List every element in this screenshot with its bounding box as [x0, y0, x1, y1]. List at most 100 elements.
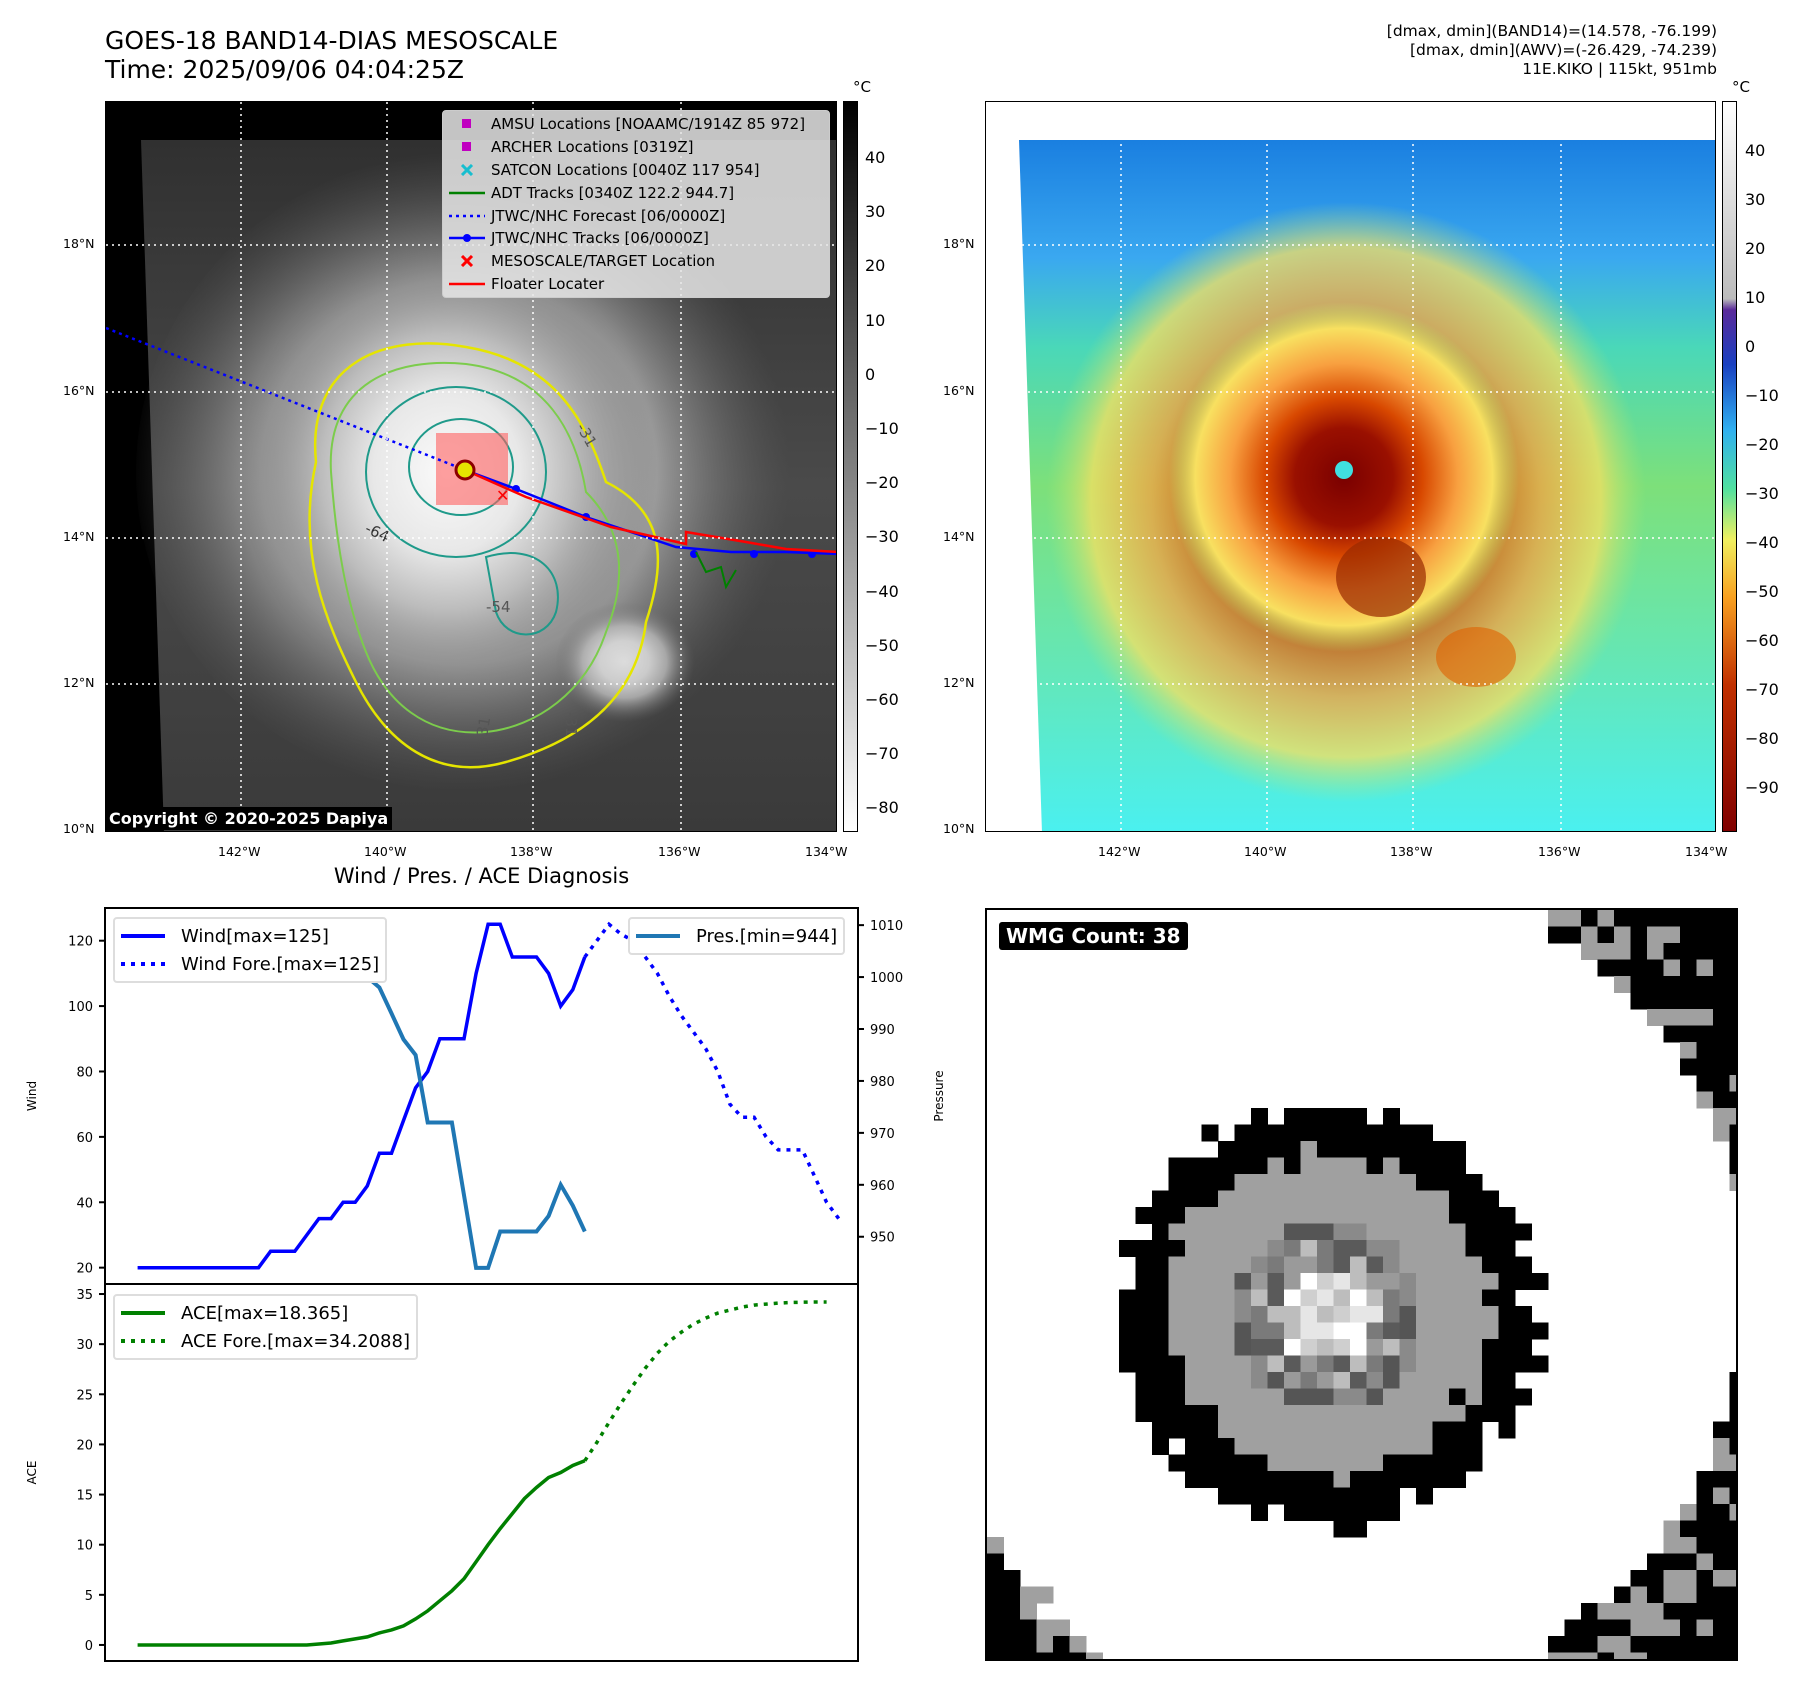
wmg-cell	[1449, 1223, 1466, 1241]
y-tick-label: 20	[76, 1262, 93, 1277]
wmg-cell	[1399, 1372, 1417, 1389]
wmg-cell	[1218, 1487, 1235, 1505]
wmg-cell	[1218, 1207, 1235, 1224]
wmg-cell	[1234, 1471, 1252, 1488]
wmg-cell	[1729, 1636, 1736, 1653]
pressure-legend-label: Pres.[min=944]	[696, 925, 838, 947]
lat-label: 14°N	[943, 529, 975, 544]
wmg-cell	[1234, 1141, 1252, 1158]
wmg-cell	[1482, 1339, 1499, 1356]
colorbar-tick: −40	[1745, 533, 1779, 552]
y-right-tick-label: 950	[870, 1231, 895, 1246]
wmg-cell	[1515, 1223, 1532, 1241]
legend-label: JTWC/NHC Forecast [06/0000Z]	[491, 206, 726, 225]
wmg-cell	[1251, 1454, 1268, 1472]
wmg-cell	[1251, 1289, 1268, 1307]
wmg-cell	[1267, 1256, 1285, 1274]
wmg-cell	[1729, 1388, 1736, 1406]
wmg-cell	[1003, 1619, 1021, 1637]
wmg-cell	[1185, 1322, 1202, 1340]
lon-label: 140°W	[1244, 844, 1287, 859]
wmg-cell	[1234, 1306, 1252, 1323]
wmg-cell	[1152, 1339, 1169, 1356]
wmg-cell	[1383, 1273, 1400, 1290]
wmg-cell	[1317, 1124, 1334, 1142]
wmg-cell	[1680, 992, 1697, 1010]
wmg-grid	[987, 910, 1736, 1659]
wmg-cell	[1383, 1141, 1400, 1158]
eye	[1335, 461, 1353, 479]
wmg-cell	[1333, 1471, 1351, 1488]
wmg-cell	[1267, 1454, 1285, 1472]
wmg-cell	[1449, 1306, 1466, 1323]
legend-x-icon	[443, 163, 491, 176]
wmg-cell	[1498, 1339, 1516, 1356]
wmg-cell	[1218, 1256, 1235, 1274]
wmg-cell	[1630, 910, 1648, 927]
wmg-cell	[1350, 1355, 1367, 1373]
wmg-cell	[1680, 1042, 1697, 1059]
lon-label: 138°W	[510, 844, 553, 859]
wmg-cell	[1036, 1586, 1054, 1604]
wmg-cell	[1663, 976, 1681, 993]
wmg-cell	[1350, 1520, 1367, 1538]
wmg-cell	[1713, 976, 1730, 993]
wmg-cell	[1300, 1240, 1318, 1257]
ace-forecast-swatch	[121, 1339, 165, 1343]
wmg-cell	[1449, 1190, 1466, 1208]
wmg-cell	[1680, 1586, 1697, 1604]
wmg-cell	[1350, 1454, 1367, 1472]
wmg-cell	[1185, 1240, 1202, 1257]
wmg-cell	[1152, 1405, 1169, 1422]
lat-label: 16°N	[63, 383, 95, 398]
wmg-cell	[1713, 1042, 1730, 1059]
legend-entry: SATCON Locations [0040Z 117 954]	[443, 159, 829, 182]
wmg-cell	[1383, 1504, 1400, 1521]
colorbar-tick: −60	[1745, 631, 1779, 650]
wmg-cell	[1003, 1636, 1021, 1653]
wmg-cell	[1416, 1421, 1433, 1439]
wmg-cell	[1350, 1322, 1367, 1340]
wmg-cell	[1333, 1289, 1351, 1307]
wmg-cell	[1152, 1289, 1169, 1307]
lon-label: 142°W	[1098, 844, 1141, 859]
wmg-cell	[1482, 1190, 1499, 1208]
wmg-cell	[1300, 1256, 1318, 1274]
wmg-cell	[1663, 1009, 1681, 1026]
wmg-cell	[1350, 1190, 1367, 1208]
wmg-cell	[1465, 1438, 1483, 1455]
wmg-cell	[1696, 1075, 1714, 1092]
wmg-cell	[1647, 992, 1664, 1010]
wmg-cell	[1432, 1355, 1450, 1373]
wmg-cell	[1168, 1273, 1186, 1290]
wmg-cell	[1185, 1306, 1202, 1323]
wmg-cell	[1383, 1471, 1400, 1488]
wmg-cell	[1383, 1405, 1400, 1422]
wmg-cell	[1680, 926, 1697, 944]
wmg-cell	[987, 1636, 1004, 1653]
wmg-cell	[1515, 1256, 1532, 1274]
wmg-cell	[1135, 1207, 1153, 1224]
wmg-cell	[1366, 1174, 1384, 1191]
wmg-cell	[1267, 1306, 1285, 1323]
series-windline	[137, 922, 587, 1270]
lat-label: 10°N	[943, 821, 975, 836]
wmg-cell	[1630, 1619, 1648, 1637]
wmg-cell	[1630, 1652, 1648, 1659]
wmg-cell	[1333, 1306, 1351, 1323]
wmg-cell	[1432, 1240, 1450, 1257]
wmg-cell	[1350, 1157, 1367, 1175]
wmg-cell	[1729, 1454, 1736, 1472]
wmg-cell	[1696, 1619, 1714, 1637]
wmg-cell	[1201, 1256, 1219, 1274]
ace-forecast-legend-label: ACE Fore.[max=34.2088]	[181, 1330, 410, 1352]
wmg-cell	[1399, 1207, 1417, 1224]
wmg-cell	[1366, 1471, 1384, 1488]
wmg-cell	[1383, 1355, 1400, 1373]
wmg-cell	[1350, 1273, 1367, 1290]
wmg-cell	[1284, 1256, 1301, 1274]
wmg-cell	[1696, 1471, 1714, 1488]
legend-entry: MESOSCALE/TARGET Location	[443, 250, 829, 273]
wmg-cell	[1399, 1355, 1417, 1373]
wmg-cell	[1432, 1207, 1450, 1224]
